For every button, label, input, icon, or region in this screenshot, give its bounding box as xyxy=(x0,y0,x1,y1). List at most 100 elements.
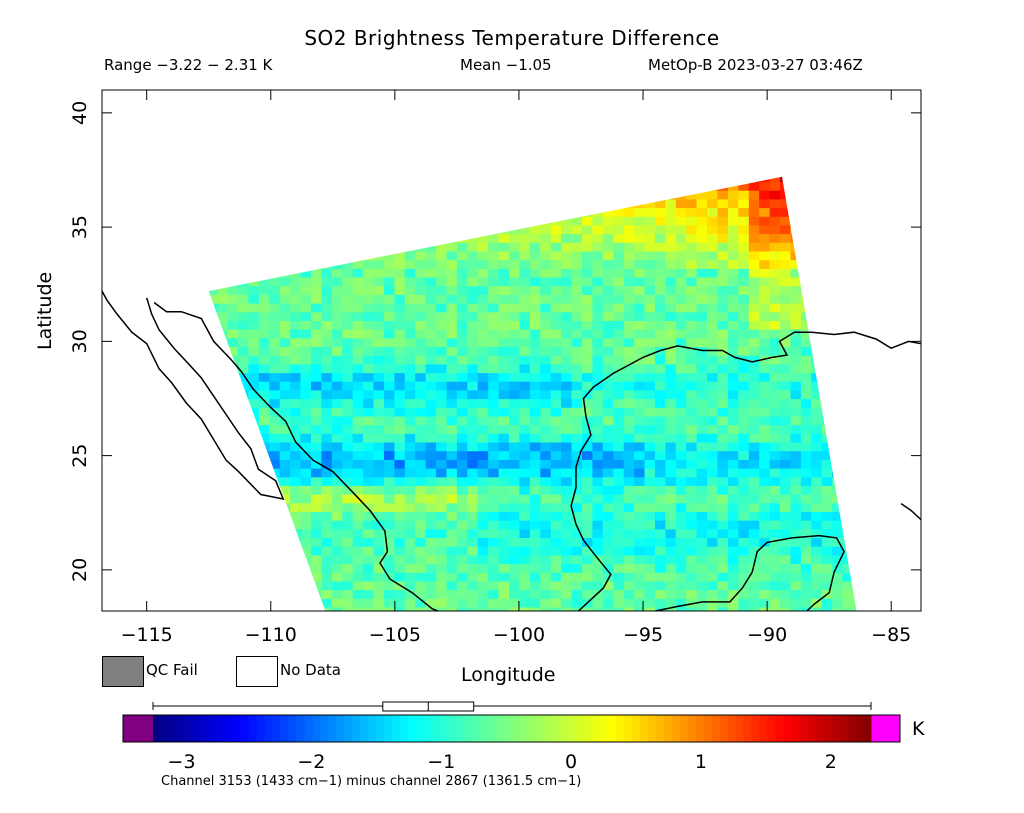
data-cell xyxy=(759,441,771,452)
data-cell xyxy=(780,546,791,556)
data-cell xyxy=(727,511,739,521)
colorbar-segment xyxy=(176,715,186,742)
data-cell xyxy=(707,381,719,391)
data-cell xyxy=(613,198,625,209)
data-cell xyxy=(498,598,510,608)
data-cell xyxy=(217,320,229,330)
data-cell xyxy=(800,337,812,347)
data-cell xyxy=(383,181,395,191)
data-cell xyxy=(457,164,468,173)
data-cell xyxy=(811,346,823,356)
data-cell xyxy=(675,433,687,443)
data-cell xyxy=(665,233,677,243)
data-cell xyxy=(383,311,395,321)
data-cell xyxy=(477,268,489,278)
data-cell xyxy=(727,320,739,330)
colorbar-segment xyxy=(456,715,465,742)
data-cell xyxy=(602,398,614,408)
data-cell xyxy=(790,476,802,486)
data-cell xyxy=(832,563,844,573)
data-cell xyxy=(352,589,364,599)
data-cell xyxy=(208,372,218,382)
data-cell xyxy=(748,520,760,530)
data-cell xyxy=(248,181,260,191)
data-cell xyxy=(238,572,249,582)
data-cell xyxy=(300,250,312,261)
data-cell xyxy=(863,242,874,251)
satellite-timestamp: MetOp-B 2023-03-27 03:46Z xyxy=(648,56,863,74)
data-cell xyxy=(394,276,406,287)
data-cell xyxy=(238,485,249,495)
data-cell xyxy=(863,181,874,190)
data-cell xyxy=(811,459,823,469)
data-cell xyxy=(529,311,541,321)
data-cell xyxy=(227,337,239,347)
data-cell xyxy=(227,372,239,382)
data-cell xyxy=(811,268,823,278)
data-cell xyxy=(217,468,229,478)
data-cell xyxy=(425,303,437,313)
data-cell xyxy=(488,572,500,582)
data-cell xyxy=(446,441,458,452)
data-cell xyxy=(675,181,687,191)
data-cell xyxy=(748,502,760,512)
data-cell xyxy=(363,337,375,347)
data-cell xyxy=(394,224,406,235)
data-cell xyxy=(300,398,312,408)
data-cell xyxy=(331,207,343,217)
data-cell xyxy=(509,329,520,339)
data-cell xyxy=(519,355,531,365)
data-cell xyxy=(436,198,448,209)
data-cell xyxy=(394,407,406,417)
data-cell xyxy=(613,181,625,191)
data-cell xyxy=(717,303,729,313)
colorbar-segment xyxy=(392,715,401,742)
data-cell xyxy=(300,528,312,538)
data-cell xyxy=(863,468,874,477)
data-cell xyxy=(290,494,302,504)
data-cell xyxy=(696,355,708,365)
data-cell xyxy=(279,311,291,321)
data-cell xyxy=(613,468,625,478)
data-cell xyxy=(748,207,760,217)
data-cell xyxy=(863,372,874,381)
data-cell xyxy=(717,563,729,573)
data-cell xyxy=(258,554,270,565)
data-cell xyxy=(290,268,302,278)
data-cell xyxy=(738,572,750,582)
data-cell xyxy=(571,320,583,330)
data-cell xyxy=(717,207,729,217)
data-cell xyxy=(571,363,583,374)
data-cell xyxy=(550,259,562,269)
plot-frame xyxy=(101,89,922,612)
data-cell xyxy=(456,176,468,182)
data-cell xyxy=(373,355,385,365)
data-cell xyxy=(331,233,343,243)
data-cell xyxy=(853,337,857,347)
data-cell xyxy=(571,372,583,382)
data-cell xyxy=(279,468,291,478)
data-cell xyxy=(592,190,604,200)
data-cell xyxy=(623,372,635,382)
data-cell xyxy=(425,355,437,365)
data-cell xyxy=(623,242,635,252)
data-cell xyxy=(696,381,708,391)
data-cell xyxy=(363,294,375,304)
data-cell xyxy=(248,502,260,512)
data-cell xyxy=(311,502,322,512)
data-cell xyxy=(436,415,448,426)
data-cell xyxy=(644,459,656,469)
data-cell xyxy=(456,606,468,611)
data-cell xyxy=(331,520,343,530)
data-cell xyxy=(373,528,385,538)
data-cell xyxy=(707,563,719,573)
data-cell xyxy=(248,329,260,339)
data-cell xyxy=(675,198,687,209)
data-cell xyxy=(738,459,750,469)
data-cell xyxy=(363,554,375,565)
data-cell xyxy=(665,546,677,556)
data-cell xyxy=(519,276,531,287)
data-cell xyxy=(383,176,395,182)
data-cell xyxy=(311,224,322,235)
data-cell xyxy=(738,389,750,400)
